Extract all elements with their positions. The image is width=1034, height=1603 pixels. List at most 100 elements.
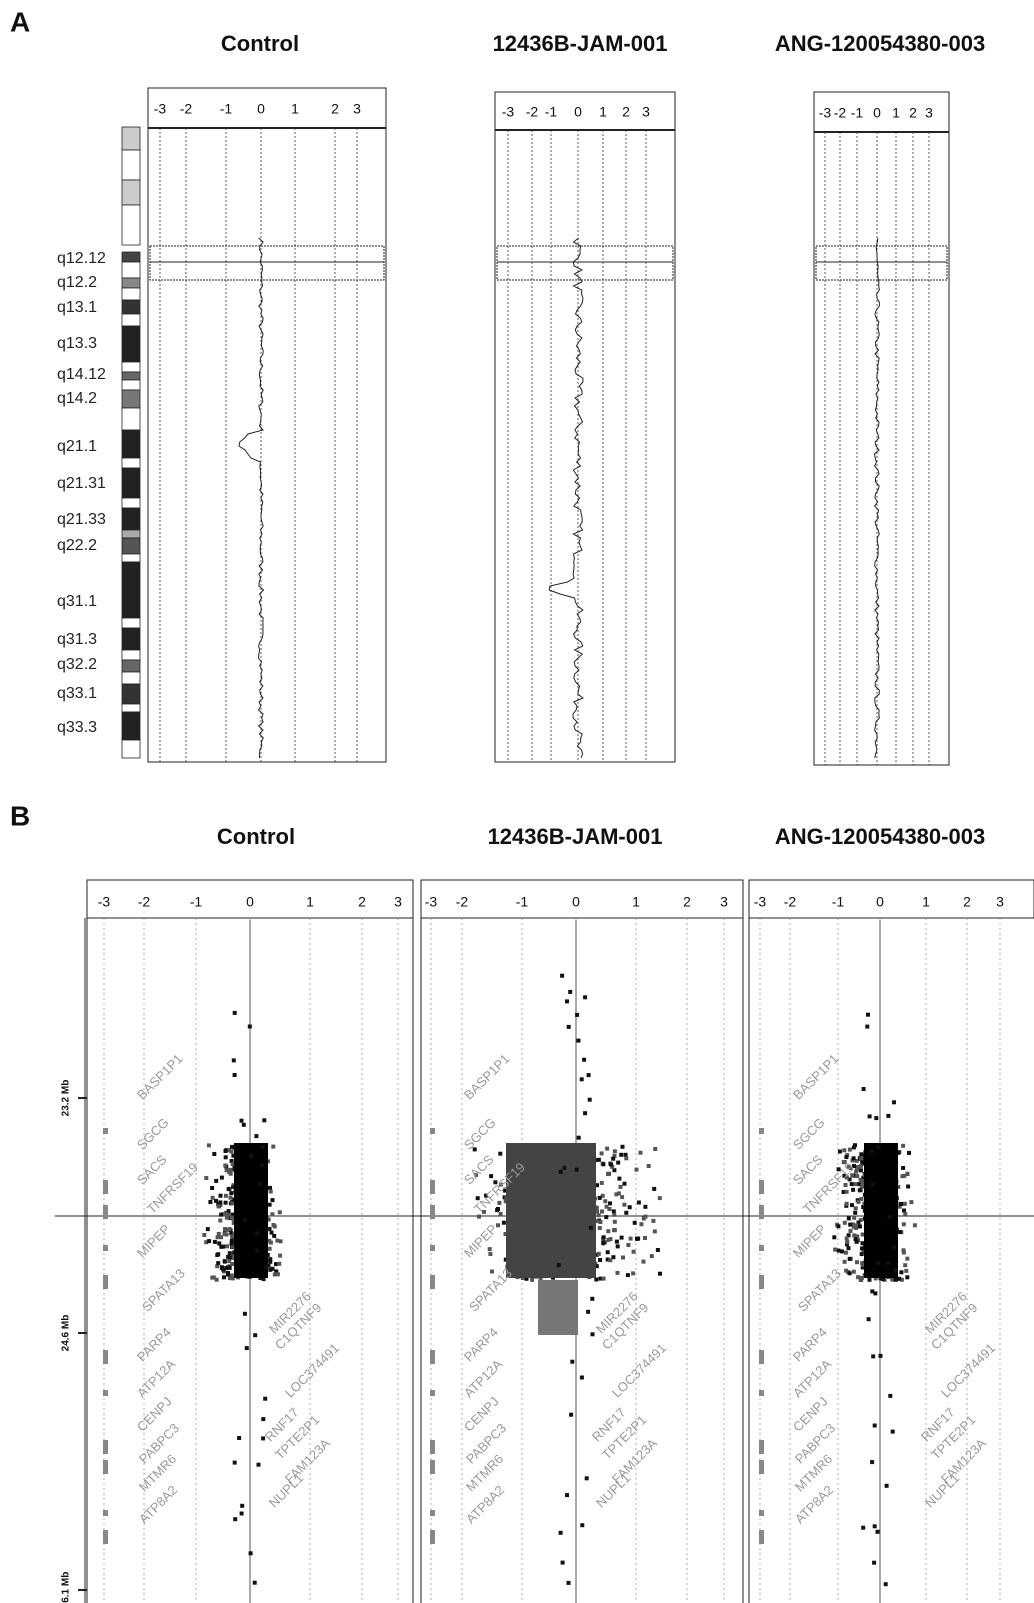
point	[223, 1163, 228, 1168]
point	[266, 1263, 271, 1268]
point	[239, 1511, 244, 1516]
gene-box	[430, 1460, 435, 1474]
column-title: Control	[221, 31, 299, 56]
trace	[873, 237, 880, 759]
gene-box	[759, 1128, 764, 1134]
point	[849, 1182, 854, 1187]
point	[843, 1250, 848, 1255]
gene-box	[430, 1180, 435, 1194]
point	[873, 1291, 878, 1296]
chromosome-band	[121, 251, 141, 263]
band-label: q33.3	[57, 719, 97, 736]
point	[616, 1160, 621, 1165]
point	[222, 1275, 226, 1280]
chromosome-band	[121, 497, 141, 509]
point	[261, 1436, 266, 1441]
band-label: q22.2	[57, 537, 97, 554]
tick-label: -3	[98, 894, 111, 910]
point	[621, 1255, 625, 1260]
point	[482, 1209, 486, 1214]
point	[907, 1150, 911, 1155]
point	[638, 1150, 643, 1155]
chromosome-band	[121, 529, 141, 539]
tick-label: 1	[922, 894, 930, 910]
point	[611, 1156, 616, 1161]
tick-label: -3	[754, 894, 767, 910]
point	[623, 1152, 628, 1157]
point	[598, 1276, 603, 1281]
tick-label: -3	[502, 104, 515, 120]
point	[580, 1523, 585, 1528]
point	[266, 1217, 271, 1222]
band-label: q31.3	[57, 631, 97, 648]
column-title: 12436B-JAM-001	[488, 824, 663, 849]
point	[231, 1244, 235, 1249]
position-label: 24.6 Mb	[61, 1315, 72, 1352]
point	[614, 1192, 619, 1197]
point	[565, 999, 569, 1004]
point	[210, 1195, 215, 1200]
point	[649, 1254, 654, 1259]
point	[604, 1204, 609, 1209]
chromosome-band	[121, 429, 141, 459]
point	[634, 1167, 639, 1172]
point	[850, 1158, 855, 1163]
point	[608, 1237, 613, 1242]
chromosome-band	[121, 507, 141, 531]
point	[562, 1165, 567, 1170]
point	[854, 1158, 859, 1163]
tick-label: 0	[574, 104, 582, 120]
point	[851, 1187, 856, 1192]
point	[896, 1150, 901, 1155]
point	[618, 1184, 623, 1189]
point	[876, 1260, 881, 1265]
point	[269, 1230, 274, 1235]
point	[268, 1185, 272, 1190]
gene-box	[430, 1205, 435, 1219]
point	[503, 1188, 508, 1193]
point	[204, 1240, 209, 1245]
point	[271, 1223, 276, 1227]
point	[617, 1176, 622, 1181]
gene-box	[103, 1390, 108, 1396]
point	[625, 1273, 630, 1278]
point	[643, 1204, 648, 1209]
point	[854, 1169, 859, 1174]
point	[270, 1212, 275, 1217]
point	[886, 1261, 891, 1265]
panel-label: A	[10, 6, 30, 37]
point	[899, 1277, 904, 1282]
point	[612, 1228, 617, 1233]
point	[851, 1269, 856, 1274]
point	[902, 1201, 907, 1206]
point	[846, 1233, 851, 1238]
point	[226, 1209, 231, 1214]
point	[224, 1215, 229, 1220]
point	[475, 1196, 480, 1201]
tick-label: -2	[138, 894, 151, 910]
point	[226, 1271, 230, 1275]
point	[860, 1158, 865, 1163]
point	[258, 1182, 263, 1187]
point	[855, 1234, 860, 1239]
point	[873, 1276, 878, 1281]
gene-box	[759, 1180, 764, 1194]
chromosome-band	[121, 379, 141, 391]
point	[890, 1277, 895, 1282]
tick-label: 0	[246, 894, 254, 910]
point	[268, 1267, 273, 1272]
gene-label: SACS	[790, 1152, 826, 1188]
point	[608, 1258, 613, 1263]
point	[583, 1111, 588, 1116]
chromosome-band	[121, 277, 141, 289]
point	[836, 1167, 841, 1172]
trace	[548, 237, 584, 759]
point	[899, 1270, 904, 1275]
point	[488, 1252, 493, 1256]
point	[861, 1249, 866, 1254]
point	[833, 1247, 838, 1252]
point	[635, 1236, 640, 1241]
point	[832, 1235, 837, 1240]
point	[264, 1264, 269, 1269]
point	[594, 1277, 599, 1282]
